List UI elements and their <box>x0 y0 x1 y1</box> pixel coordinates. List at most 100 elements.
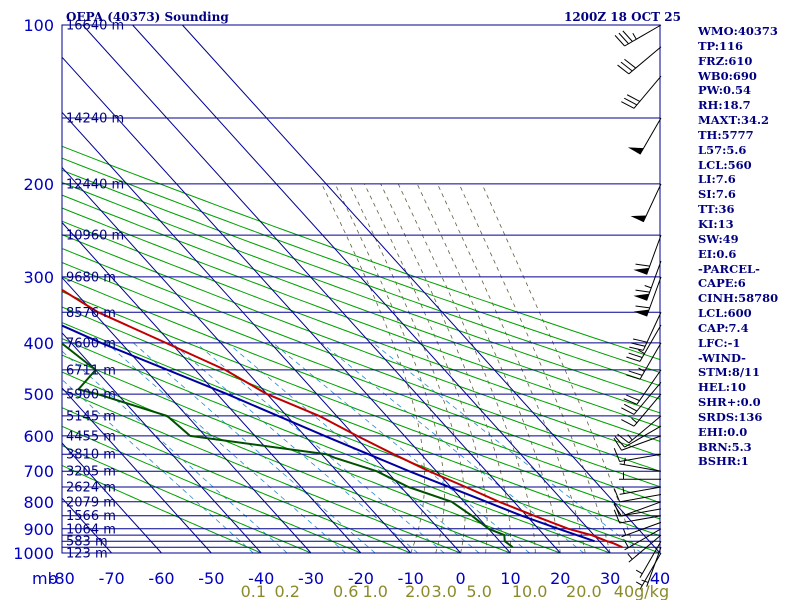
index-item: SW:49 <box>698 231 739 246</box>
height-label: 123 m <box>66 547 108 562</box>
dry-adiabat <box>61 276 661 504</box>
mixing-ratio-line <box>272 342 530 554</box>
moist-adiabat <box>481 183 636 554</box>
temperature-tick-label: -10 <box>398 569 424 588</box>
wind-barb <box>626 342 662 380</box>
pressure-tick-label: 800 <box>23 493 54 512</box>
mixing-ratio-label: 5.0 <box>466 582 491 600</box>
mixing-ratio-label: 2.0 <box>405 582 430 600</box>
isotherm <box>61 277 312 554</box>
wind-barb <box>619 486 662 495</box>
index-item: SHR+:0.0 <box>698 395 761 410</box>
chart-grid <box>61 24 661 554</box>
pressure-tick-label: 200 <box>23 175 54 194</box>
mixing-ratio-label: 0.2 <box>274 582 299 600</box>
moist-adiabat <box>380 183 511 554</box>
wind-barb <box>613 435 662 451</box>
dry-adiabat <box>61 445 312 554</box>
dry-adiabat <box>61 169 661 387</box>
index-item: EI:0.6 <box>698 246 737 261</box>
chart-datetime: 1200Z 18 OCT 25 <box>564 10 681 24</box>
wind-barb <box>627 534 662 563</box>
parcel-path <box>61 324 595 543</box>
pressure-tick-label: 1000 <box>13 544 54 563</box>
wind-barb <box>626 324 662 362</box>
dry-adiabat <box>61 220 661 442</box>
dry-adiabat <box>61 425 362 554</box>
wind-barb <box>635 552 662 590</box>
dewpoint-profile <box>61 342 514 548</box>
dry-adiabat <box>61 354 561 554</box>
index-item: BSHR:1 <box>698 454 749 469</box>
temperature-tick-label: -30 <box>298 569 324 588</box>
temperature-tick-label: 0 <box>456 569 466 588</box>
index-item: LI:7.6 <box>698 172 736 187</box>
index-item: L57:5.6 <box>698 142 747 157</box>
height-label: 16640 m <box>66 19 124 34</box>
index-item: KI:13 <box>698 216 734 231</box>
index-item: -WIND- <box>698 350 746 365</box>
isotherm <box>82 24 561 554</box>
wind-barb <box>621 393 662 427</box>
wind-barb <box>613 501 662 517</box>
dry-adiabat <box>61 306 661 537</box>
wind-barb <box>617 415 662 444</box>
wind-barb <box>633 276 662 317</box>
height-label: 6711 m <box>66 363 116 378</box>
index-item: TH:5777 <box>698 127 754 142</box>
dry-adiabat <box>61 234 661 457</box>
moist-adiabat <box>334 183 445 554</box>
height-label: 5145 m <box>66 409 116 424</box>
dry-adiabat <box>61 247 661 472</box>
index-item: MAXT:34.2 <box>698 113 769 128</box>
moist-adiabat <box>348 183 466 554</box>
index-item: LCL:600 <box>698 306 752 321</box>
wind-barb <box>614 425 662 448</box>
wind-barb <box>619 457 662 472</box>
isotherm <box>61 56 511 554</box>
wind-barb <box>619 472 661 480</box>
wind-barb <box>624 528 662 551</box>
height-label: 3810 m <box>66 448 116 463</box>
wind-barbs <box>613 24 662 590</box>
index-item: WB0:690 <box>698 68 757 83</box>
height-label: 4455 m <box>66 429 116 444</box>
chart-lines <box>61 288 623 549</box>
mixing-ratio-label: 0.6 <box>333 582 358 600</box>
temperature-tick-label: 40 <box>650 569 670 588</box>
pressure-tick-label: 400 <box>23 334 54 353</box>
height-label: 7600 m <box>66 336 116 351</box>
pressure-tick-label: 900 <box>23 520 54 539</box>
index-item: HEL:10 <box>698 380 746 395</box>
height-label: 12440 m <box>66 177 124 192</box>
moist-adiabat <box>364 183 488 554</box>
mixing-ratio-line <box>61 350 288 554</box>
index-item: RH:18.7 <box>698 98 751 113</box>
wind-barb <box>613 448 662 463</box>
index-item: WMO:40373 <box>698 24 778 38</box>
isotherm <box>61 167 412 554</box>
chart-title: OEPA (40373) Sounding <box>66 10 229 24</box>
index-item: BRN:5.3 <box>698 439 752 454</box>
mixing-ratio-line <box>321 342 585 554</box>
index-item: LCL:560 <box>698 157 752 172</box>
height-label: 14240 m <box>66 111 124 126</box>
mixing-ratio-label: 20.0 <box>566 582 602 600</box>
dry-adiabat <box>61 157 661 373</box>
dry-adiabat <box>61 145 661 361</box>
isotherm <box>132 24 611 554</box>
height-label: 9680 m <box>66 270 116 285</box>
dry-adiabat <box>61 322 661 554</box>
height-label: 1064 m <box>66 522 116 537</box>
stability-indices-list: WMO:40373 TP:116 FRZ:610 WB0:690 PW:0.54 RH:1… <box>698 24 798 469</box>
height-label: 2079 m <box>66 495 116 510</box>
index-item: SRDS:136 <box>698 409 763 424</box>
moist-adiabat <box>458 183 611 554</box>
index-item: -PARCEL- <box>698 261 760 276</box>
height-label: 1566 m <box>66 509 116 524</box>
index-item: CAPE:6 <box>698 276 746 291</box>
index-item: SI:7.6 <box>698 187 736 202</box>
plot-frame <box>61 24 661 554</box>
